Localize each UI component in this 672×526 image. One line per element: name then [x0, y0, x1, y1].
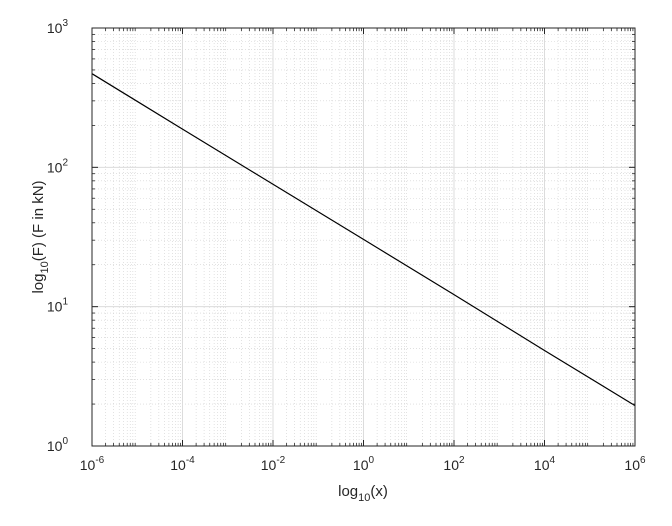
x-tick-labels: 10-6 10-4 10-2 100 102 104 106 [80, 455, 646, 473]
series-layer [91, 73, 636, 407]
y-tick-label-exponent: 0 [62, 436, 68, 447]
y-axis-label: log10(F) (F in kN) [30, 180, 51, 293]
y-tick-label-base: 10 [47, 299, 63, 315]
y-tick-label-base: 10 [47, 20, 63, 36]
x-tick-label: 10-6 [80, 455, 105, 473]
x-tick-label: 106 [624, 455, 646, 473]
y-tick-label: 102 [47, 157, 69, 175]
tick-marks [91, 27, 636, 447]
x-tick-label-base: 10 [353, 457, 369, 473]
y-axis-label-main: log [30, 274, 47, 294]
x-tick-label: 102 [443, 455, 465, 473]
x-tick-label-exponent: 6 [640, 455, 646, 466]
y-axis-label-rest: (F) (F in kN) [30, 180, 47, 261]
x-axis-label: log10(x) [338, 483, 388, 504]
x-axis-label-rest: (x) [370, 483, 388, 500]
x-tick-label-exponent: 4 [550, 455, 556, 466]
x-tick-label: 104 [534, 455, 556, 473]
y-tick-label-exponent: 2 [62, 157, 68, 168]
x-tick-label-exponent: -6 [95, 455, 104, 466]
x-tick-label-base: 10 [624, 457, 640, 473]
y-tick-label-base: 10 [47, 438, 63, 454]
y-tick-label: 103 [47, 18, 69, 36]
y-tick-label: 101 [47, 297, 69, 315]
x-tick-label-base: 10 [80, 457, 96, 473]
series-line [91, 73, 636, 407]
x-tick-label: 100 [353, 455, 375, 473]
x-tick-label-base: 10 [443, 457, 459, 473]
x-tick-label-base: 10 [534, 457, 550, 473]
x-tick-label-base: 10 [170, 457, 186, 473]
y-tick-label-exponent: 1 [62, 297, 68, 308]
x-tick-label-exponent: -4 [186, 455, 195, 466]
y-axis-label-sub: 10 [39, 261, 51, 273]
x-tick-label-exponent: -2 [276, 455, 285, 466]
y-tick-label-exponent: 3 [62, 18, 68, 29]
y-tick-label: 100 [47, 436, 69, 454]
x-axis-label-sub: 10 [358, 492, 370, 504]
x-tick-label-exponent: 2 [459, 455, 465, 466]
x-tick-label-base: 10 [261, 457, 277, 473]
x-tick-label-exponent: 0 [369, 455, 375, 466]
y-tick-label-base: 10 [47, 159, 63, 175]
x-tick-label: 10-2 [261, 455, 286, 473]
x-tick-label: 10-4 [170, 455, 195, 473]
x-axis-label-main: log [338, 483, 358, 500]
